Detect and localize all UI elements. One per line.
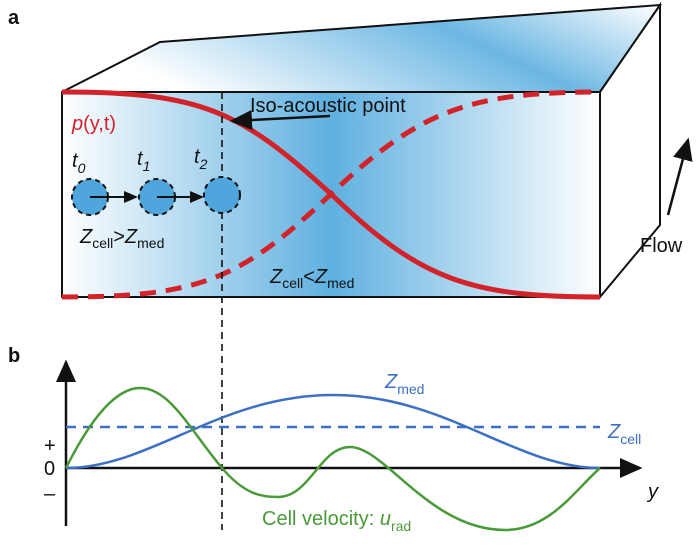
t: u [380, 508, 391, 530]
t: 2 [199, 156, 208, 172]
t: p [71, 113, 83, 135]
t: > [113, 226, 125, 248]
pressure-label: p(y,t) [71, 113, 116, 135]
panel-label: b [8, 345, 20, 367]
t: Cell velocity: [262, 508, 380, 530]
zero-label: 0 [44, 458, 55, 480]
velocity-label: Cell velocity: urad [262, 508, 411, 534]
t: < [303, 266, 315, 288]
t: Z [79, 226, 93, 248]
plus-label: + [44, 435, 56, 457]
zcell-label: Zcell [607, 421, 641, 447]
flow-label: Flow [640, 235, 683, 257]
t: 0 [78, 160, 86, 176]
axis-label: y [646, 481, 659, 503]
minus-label: – [44, 483, 56, 505]
zmed-curve [66, 395, 600, 468]
cell [204, 177, 240, 213]
t: Z [124, 226, 138, 248]
t: cell [92, 235, 113, 251]
t: cell [620, 431, 641, 447]
t: med [137, 235, 164, 251]
t: cell [282, 275, 303, 291]
t: rad [391, 518, 411, 534]
t: Z [269, 266, 283, 288]
t: Z [384, 371, 398, 393]
t: 1 [143, 158, 151, 174]
iso-label: Iso-acoustic point [250, 95, 406, 117]
panel-label: a [8, 7, 20, 29]
zmed-label: Zmed [384, 371, 424, 397]
flow-arrow [668, 140, 688, 215]
t: med [397, 381, 424, 397]
box-top [62, 5, 660, 92]
t: (y,t) [83, 113, 116, 135]
t: med [327, 275, 354, 291]
figure: a p(y,t) Iso-acoustic point t0 t1 t2 Zce… [0, 0, 699, 549]
t: Z [314, 266, 328, 288]
t: Z [607, 421, 621, 443]
